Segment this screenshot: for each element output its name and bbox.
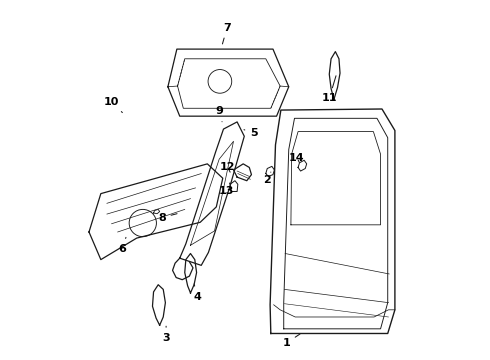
Text: 7: 7: [222, 23, 231, 44]
Text: 12: 12: [220, 162, 236, 172]
Text: 8: 8: [158, 213, 177, 222]
Text: 13: 13: [219, 183, 234, 197]
Text: 14: 14: [289, 153, 305, 163]
Text: 1: 1: [282, 334, 300, 348]
Text: 11: 11: [321, 76, 337, 103]
Text: 5: 5: [244, 129, 258, 138]
Text: 4: 4: [194, 284, 201, 302]
Text: 9: 9: [215, 106, 223, 122]
Text: 6: 6: [119, 237, 126, 254]
Text: 2: 2: [263, 172, 271, 185]
Text: 3: 3: [162, 326, 170, 343]
Text: 10: 10: [104, 97, 122, 113]
